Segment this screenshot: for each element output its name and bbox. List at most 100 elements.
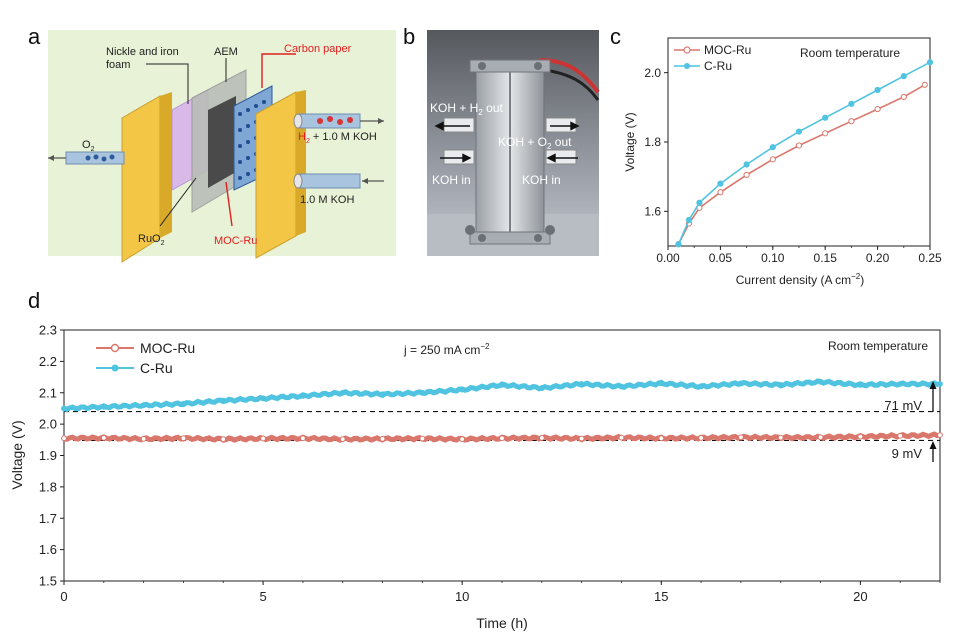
data-point-moc-ru <box>658 435 665 442</box>
data-point-moc-ru <box>578 435 585 442</box>
data-point-c-ru <box>578 381 585 387</box>
panel-b-photo: KOH + H2 out KOH + O2 out KOH in KOH in <box>427 30 600 256</box>
chart-c-y-label: Voltage (V) <box>623 112 637 171</box>
chart-d-x-label: Time (h) <box>476 615 528 631</box>
y-tick-label: 2.0 <box>39 417 57 432</box>
data-point-c-ru <box>685 216 693 224</box>
h2-outlet-pipe <box>293 113 384 129</box>
data-point-c-ru <box>926 59 934 66</box>
x-tick-label: 0.10 <box>761 251 785 265</box>
chart-c-legend-cru: C-Ru <box>704 59 732 73</box>
data-point-c-ru <box>220 397 227 404</box>
data-point-moc-ru <box>339 436 346 443</box>
data-point-moc-ru <box>769 156 776 163</box>
label-koh-in-right: KOH in <box>522 173 561 187</box>
o2-outlet-pipe <box>48 151 125 165</box>
data-point-c-ru <box>499 382 505 388</box>
y-tick-label: 1.5 <box>39 574 57 589</box>
right-end-plate <box>255 91 297 259</box>
data-point-c-ru <box>180 400 187 407</box>
data-point-moc-ru <box>777 434 784 441</box>
stack-bottom-clamp <box>469 231 551 245</box>
stack-top-clamp <box>469 59 551 73</box>
data-point-moc-ru <box>419 435 426 442</box>
data-point-moc-ru <box>499 435 505 442</box>
y-tick-label: 1.6 <box>644 205 661 219</box>
data-point-c-ru <box>696 199 703 206</box>
data-point-moc-ru <box>874 105 881 113</box>
chart-d-delta-markers: 71 mV 9 mV <box>884 381 937 462</box>
chart-c-series <box>675 59 934 248</box>
flow-arrows <box>434 121 580 163</box>
data-point-moc-ru <box>897 432 904 439</box>
chart-c-x-tick-labels: 0.00 0.05 0.10 0.15 0.20 0.25 <box>656 251 942 265</box>
chart-d-y-label: Voltage (V) <box>9 420 25 489</box>
chart-d-legend-mocru: MOC-Ru <box>140 340 195 356</box>
chart-c-legend: MOC-Ru C-Ru <box>674 43 751 73</box>
chart-d-frame <box>63 329 941 582</box>
panel-letter-c: c <box>610 24 621 49</box>
data-point-moc-ru <box>900 93 907 101</box>
data-point-c-ru <box>857 382 864 388</box>
data-point-c-ru <box>698 383 704 390</box>
data-point-c-ru <box>658 380 665 387</box>
data-point-c-ru <box>717 180 724 187</box>
data-point-moc-ru <box>61 435 67 442</box>
panel-letter-d: d <box>28 288 40 313</box>
x-tick-label: 0.05 <box>709 251 733 265</box>
data-point-c-ru <box>738 380 744 387</box>
left-end-plate-side <box>160 92 172 238</box>
chart-d-legend-cru: C-Ru <box>140 360 173 376</box>
chart-d-ticks <box>60 329 941 585</box>
chart-d-x-tick-labels: 0 5 10 15 20 <box>60 589 867 604</box>
x-tick-label: 5 <box>259 589 266 604</box>
data-point-c-ru <box>100 403 107 410</box>
chart-d-y-tick-labels: 1.5 1.6 1.7 1.8 1.9 2.0 2.1 2.2 2.3 <box>39 323 57 589</box>
data-point-moc-ru <box>220 436 227 443</box>
data-point-moc-ru <box>795 142 803 149</box>
data-point-c-ru <box>769 144 776 151</box>
photo-bolts <box>465 62 555 242</box>
data-point-moc-ru <box>100 435 107 441</box>
data-point-c-ru <box>848 100 855 107</box>
data-point-moc-ru <box>857 433 864 440</box>
leader-foam <box>146 63 189 104</box>
x-tick-label: 15 <box>654 589 668 604</box>
y-tick-label: 2.2 <box>39 354 57 369</box>
data-point-c-ru <box>339 389 346 396</box>
chart-c-annotation: Room temperature <box>800 46 900 60</box>
data-point-moc-ru <box>937 432 943 439</box>
series-line-c-ru <box>677 61 931 245</box>
data-point-c-ru <box>538 385 545 391</box>
y-tick-label: 1.6 <box>39 542 57 557</box>
data-point-moc-ru <box>618 434 625 441</box>
panel-letter-b: b <box>403 24 415 49</box>
data-point-moc-ru <box>300 435 306 442</box>
panel-letter-a: a <box>28 24 41 49</box>
data-point-moc-ru <box>848 118 855 125</box>
y-tick-label: 2.0 <box>644 66 661 80</box>
data-point-moc-ru <box>822 130 829 137</box>
chart-c-legend-mocru: MOC-Ru <box>704 43 751 57</box>
label-koh-o2-out: KOH + O2 out <box>498 135 572 151</box>
y-tick-label: 1.9 <box>39 448 57 463</box>
chart-d-annotation-temp: Room temperature <box>828 339 928 353</box>
series-line-moc-ru <box>677 84 926 245</box>
y-tick-label: 1.8 <box>39 479 57 494</box>
label-koh-in-left: KOH in <box>432 173 471 187</box>
label-koh-h2-out: KOH + H2 out <box>430 101 503 117</box>
photo-cable-black <box>544 68 600 101</box>
data-point-moc-ru <box>459 436 466 443</box>
data-point-moc-ru <box>180 435 187 442</box>
x-tick-label: 0 <box>60 589 67 604</box>
data-point-c-ru <box>900 73 907 80</box>
chart-d-annotation-j: j = 250 mA cm−2 <box>403 342 490 357</box>
label-koh: 1.0 M KOH <box>300 194 354 206</box>
chart-d: 0 5 10 15 20 1.5 1.6 1.7 1.8 1.9 2.0 2.1 2.2 2.3 Tim… <box>9 323 943 631</box>
data-point-moc-ru <box>817 434 824 441</box>
chart-d-delta-71: 71 mV <box>884 398 922 413</box>
y-tick-label: 1.7 <box>39 511 57 526</box>
leader-carbon-paper <box>261 53 296 88</box>
x-tick-label: 20 <box>853 589 867 604</box>
